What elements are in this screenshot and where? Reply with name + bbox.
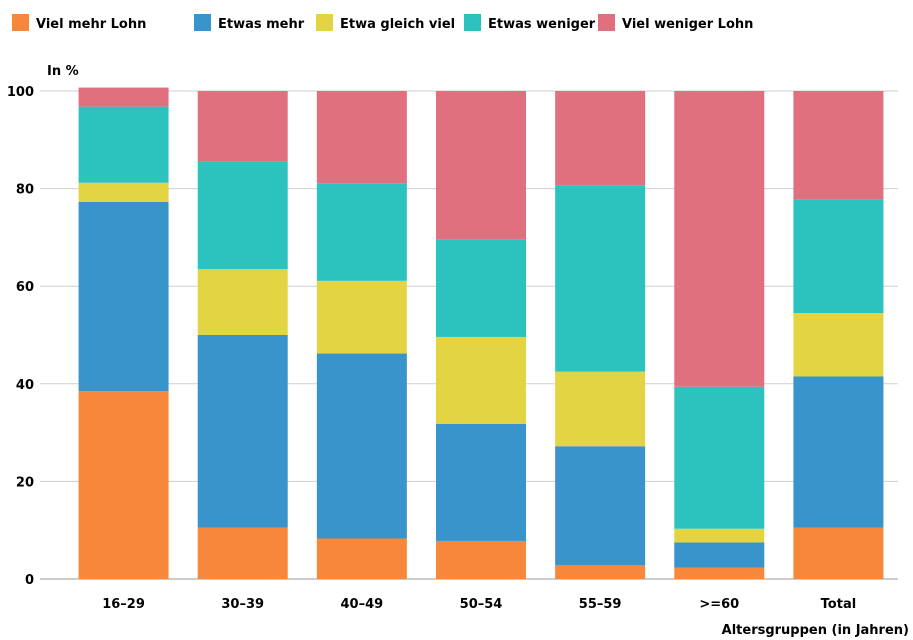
bar-60-etwas-mehr (674, 542, 765, 568)
bar-30-39-viel-mehr-lohn (197, 527, 288, 579)
y-tick-40: 40 (16, 378, 34, 393)
bar-total-etwas-mehr (793, 376, 884, 528)
bar-30-39-viel-weniger-lohn (197, 91, 288, 162)
bar-50-54-viel-mehr-lohn (436, 540, 526, 579)
bar-total-viel-weniger-lohn (793, 91, 884, 200)
bar-50-54-etwas-mehr (436, 423, 526, 541)
bar-40-49-etwas-mehr (316, 353, 407, 539)
bar-60-etwas-weniger (674, 386, 765, 529)
x-tick-total: Total (821, 597, 857, 612)
x-tick-40-49: 40–49 (341, 597, 384, 612)
bar-40-49-etwas-weniger (316, 183, 407, 281)
bar-55-59-etwas-weniger (555, 185, 646, 372)
x-axis-ticks: 16–29 30–39 40–49 50–54 55–59 >=60 Total (102, 597, 856, 612)
legend-swatch-etwas-mehr (194, 14, 211, 31)
bar-16-29-etwa-gleich-viel (78, 182, 169, 202)
bar-16-29-viel-weniger-lohn (78, 87, 169, 107)
bar-total-etwa-gleich-viel (793, 313, 884, 377)
y-tick-0: 0 (25, 573, 34, 588)
bar-60-viel-weniger-lohn (674, 91, 765, 387)
bar-50-54-etwa-gleich-viel (436, 336, 526, 424)
bar-55-59-viel-mehr-lohn (555, 565, 646, 579)
bar-60-viel-mehr-lohn (674, 567, 765, 579)
bar-16-29-viel-mehr-lohn (78, 391, 169, 579)
legend-label-etwa-gleich-viel: Etwa gleich viel (340, 17, 455, 32)
bar-30-39-etwas-weniger (197, 161, 288, 270)
legend-label-etwas-weniger: Etwas weniger (488, 17, 596, 32)
bar-55-59-etwa-gleich-viel (555, 371, 646, 447)
legend-label-viel-mehr-lohn: Viel mehr Lohn (36, 17, 146, 32)
legend-swatch-etwa-gleich-viel (316, 14, 333, 31)
y-tick-60: 60 (16, 280, 34, 295)
y-axis-label: In % (47, 64, 79, 79)
bar-55-59-viel-weniger-lohn (555, 91, 646, 186)
bar-total-etwas-weniger (793, 199, 884, 314)
bar-16-29-etwas-weniger (78, 106, 169, 183)
y-tick-80: 80 (16, 183, 34, 198)
bar-total-viel-mehr-lohn (793, 527, 884, 579)
bar-55-59-etwas-mehr (555, 446, 646, 566)
bar-40-49-viel-mehr-lohn (316, 538, 407, 579)
y-axis-ticks: 0 20 40 60 80 100 (7, 85, 34, 588)
bar-50-54-viel-weniger-lohn (436, 91, 526, 240)
x-tick-30-39: 30–39 (221, 597, 264, 612)
legend-label-viel-weniger-lohn: Viel weniger Lohn (622, 17, 753, 32)
legend-label-etwas-mehr: Etwas mehr (218, 17, 305, 32)
bar-40-49-viel-weniger-lohn (316, 91, 407, 184)
x-tick-55-59: 55–59 (579, 597, 622, 612)
bar-16-29-etwas-mehr (78, 201, 169, 392)
y-tick-100: 100 (7, 85, 34, 100)
y-tick-20: 20 (16, 475, 34, 490)
x-tick-50-54: 50–54 (460, 597, 503, 612)
legend-swatch-viel-weniger-lohn (598, 14, 615, 31)
bar-30-39-etwas-mehr (197, 335, 288, 528)
x-tick-16-29: 16–29 (102, 597, 145, 612)
legend: Viel mehr Lohn Etwas mehr Etwa gleich viel… (12, 14, 753, 32)
bars (78, 87, 884, 579)
bar-30-39-etwa-gleich-viel (197, 269, 288, 335)
legend-swatch-etwas-weniger (464, 14, 481, 31)
x-tick-60: >=60 (699, 597, 739, 612)
legend-swatch-viel-mehr-lohn (12, 14, 29, 31)
bar-60-etwa-gleich-viel (674, 528, 765, 543)
bar-50-54-etwas-weniger (436, 239, 526, 337)
x-axis-label: Altersgruppen (in Jahren) (722, 623, 909, 638)
bar-40-49-etwa-gleich-viel (316, 280, 407, 354)
